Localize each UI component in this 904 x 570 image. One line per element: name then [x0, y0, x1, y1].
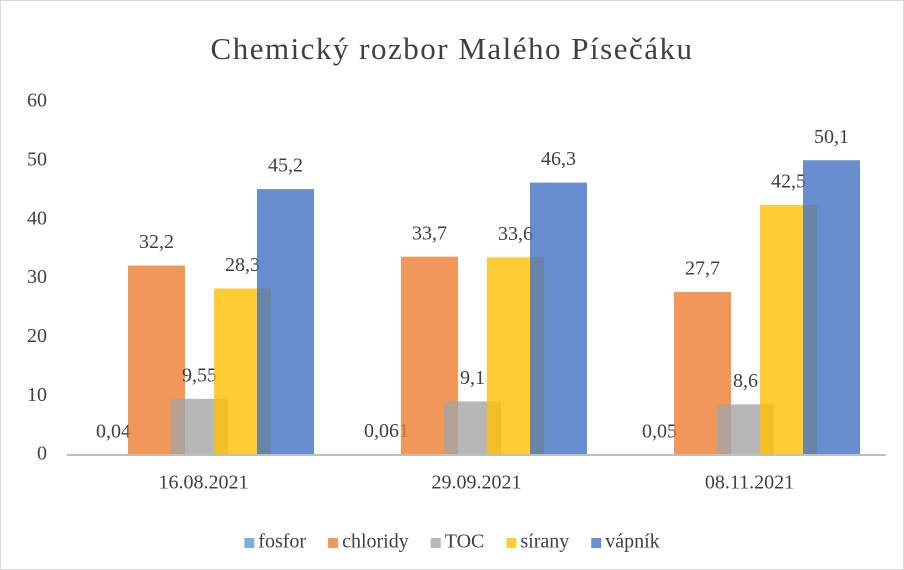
data-label: 0,061 — [364, 420, 409, 442]
y-tick-label: 30 — [27, 266, 47, 288]
legend-swatch — [506, 538, 517, 548]
legend-swatch — [591, 538, 602, 548]
data-label: 0,05 — [642, 420, 677, 442]
legend-label: sírany — [520, 531, 569, 553]
y-tick-label: 20 — [27, 325, 47, 347]
data-label: 45,2 — [268, 155, 303, 177]
x-tick-label: 16.08.2021 — [159, 472, 249, 494]
data-label: 32,2 — [139, 231, 174, 253]
y-tick-label: 60 — [27, 90, 47, 112]
legend-label: TOC — [445, 531, 485, 553]
legend-swatch — [244, 538, 255, 548]
data-label: 33,6 — [498, 223, 533, 245]
y-tick-label: 50 — [27, 148, 47, 170]
x-tick-label: 29.09.2021 — [432, 472, 522, 494]
legend-label: fosfor — [258, 531, 306, 553]
x-tick-label: 08.11.2021 — [705, 472, 794, 494]
data-label: 0,04 — [96, 420, 131, 442]
legend-label: vápník — [605, 531, 659, 553]
data-label: 46,3 — [541, 148, 576, 170]
legend-swatch — [328, 538, 339, 548]
bar — [257, 189, 314, 455]
data-label: 9,55 — [182, 364, 217, 386]
data-label: 8,6 — [733, 370, 758, 392]
y-tick-label: 0 — [37, 443, 47, 465]
data-label: 28,3 — [225, 254, 260, 276]
chart-title: Chemický rozbor Malého Písečáku — [211, 31, 694, 66]
data-label: 50,1 — [814, 126, 849, 148]
data-label: 27,7 — [685, 258, 720, 280]
data-label: 9,1 — [460, 367, 485, 389]
y-tick-label: 10 — [27, 384, 47, 406]
bar — [530, 182, 587, 455]
y-tick-label: 40 — [27, 207, 47, 229]
legend-label: chloridy — [342, 531, 409, 553]
bar — [803, 160, 860, 455]
data-label: 33,7 — [412, 222, 447, 244]
data-label: 42,5 — [771, 171, 806, 193]
legend-swatch — [430, 538, 441, 548]
